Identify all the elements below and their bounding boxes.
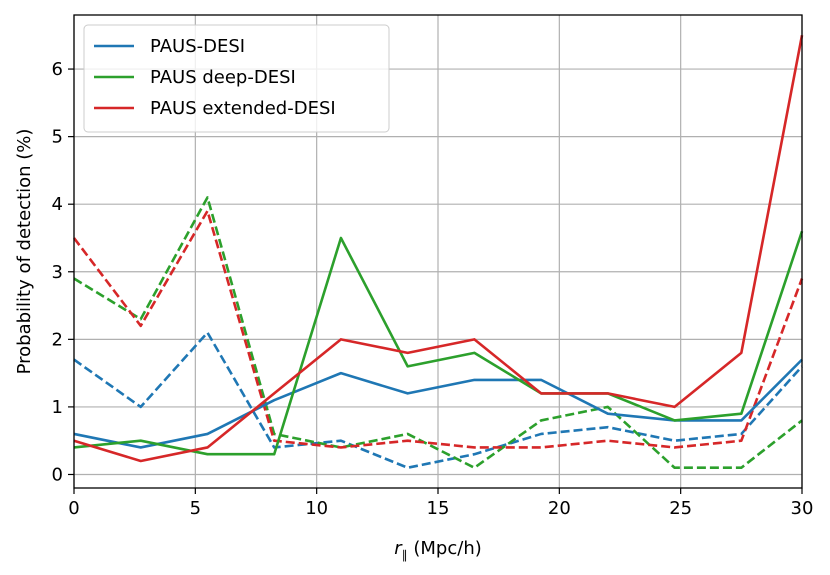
- x-axis-label: r∥ (Mpc/h): [394, 538, 482, 562]
- grid: [73, 15, 803, 488]
- legend-label: PAUS deep-DESI: [150, 67, 296, 88]
- series-line-solid-2: [73, 35, 804, 463]
- x-tick-label: 30: [791, 498, 814, 519]
- y-tick-label: 3: [52, 262, 63, 283]
- y-axis-label: Probability of detection (%): [14, 129, 35, 375]
- y-tick-label: 2: [52, 329, 63, 350]
- y-tick-label: 5: [52, 127, 63, 148]
- legend-label: PAUS-DESI: [150, 36, 245, 57]
- x-tick-label: 25: [669, 498, 692, 519]
- series-lines: [72, 35, 804, 470]
- series-line-dashed-5: [72, 209, 804, 449]
- y-tick-label: 4: [52, 194, 63, 215]
- y-tick-label: 0: [52, 464, 63, 485]
- legend: PAUS-DESI PAUS deep-DESI PAUS extended-DES…: [83, 24, 390, 133]
- legend-label: PAUS extended-DESI: [150, 98, 336, 119]
- x-tick-label: 20: [548, 498, 571, 519]
- series-line-dashed-3: [73, 331, 803, 470]
- x-axis-label-unit-text: (Mpc/h): [413, 538, 481, 559]
- x-tick-label: 5: [190, 498, 201, 519]
- x-tick-label: 0: [68, 498, 79, 519]
- legend-box: [83, 24, 390, 133]
- x-axis-label-subscript: ∥: [402, 548, 408, 562]
- x-tick-label: 15: [427, 498, 450, 519]
- x-axis-ticks: 0 5 10 15 20 25 30: [68, 488, 813, 519]
- series-line-dashed-4: [73, 196, 803, 470]
- y-axis-ticks: 0 1 2 3 4 5 6: [52, 59, 74, 485]
- x-tick-label: 10: [305, 498, 328, 519]
- series-line-solid-1: [73, 230, 804, 456]
- legend-items: PAUS-DESI PAUS deep-DESI PAUS extended-DES…: [94, 36, 336, 119]
- y-tick-label: 6: [52, 59, 63, 80]
- x-axis-label-symbol: r: [394, 538, 403, 559]
- y-tick-label: 1: [52, 397, 63, 418]
